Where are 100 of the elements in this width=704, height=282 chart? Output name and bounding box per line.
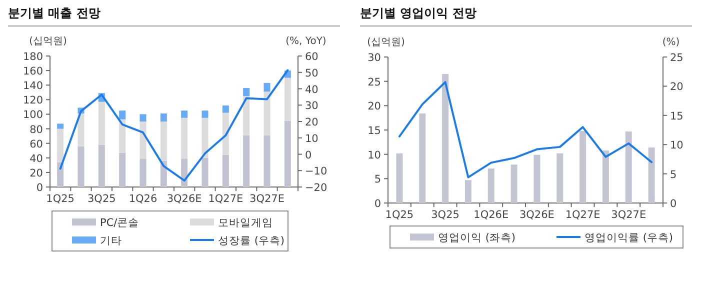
legend-label: 영업이익률 (우측) — [584, 232, 674, 244]
bar — [648, 148, 655, 203]
y-tick-label: 60 — [30, 138, 43, 150]
bar — [222, 154, 229, 187]
x-tick-label: 1Q27E — [208, 193, 244, 205]
legend-label: PC/콘솔 — [100, 217, 140, 229]
bar — [57, 128, 64, 162]
y-tick-label: 180 — [22, 51, 43, 63]
bar — [98, 102, 105, 145]
y2-tick-label: 0 — [305, 149, 312, 162]
bar — [140, 114, 146, 122]
x-tick-label: 3Q25 — [88, 193, 116, 205]
y-tick-label: 120 — [22, 94, 43, 107]
y2-tick-label: 20 — [670, 81, 684, 94]
x-tick-label: 3Q25 — [431, 209, 460, 221]
y2-tick-label: 30 — [305, 100, 318, 112]
legend-label: 영업이익 (좌측) — [438, 232, 516, 244]
bar — [556, 153, 564, 203]
bar — [442, 74, 449, 203]
y2-tick-label: 10 — [305, 132, 318, 145]
bar — [181, 158, 188, 187]
bar — [140, 158, 146, 187]
bar — [510, 164, 518, 203]
bar — [625, 131, 632, 203]
y-axis-title: (십억원) — [367, 37, 405, 48]
y-tick-label: 15 — [368, 125, 381, 137]
x-tick-label: 3Q26E — [519, 209, 554, 221]
bar — [78, 146, 84, 187]
bar — [284, 120, 291, 187]
x-tick-label: 1Q26E — [474, 209, 509, 221]
legend-label: 성장률 (우측) — [218, 235, 285, 247]
chart-title: 분기별 영업이익 전망 — [360, 6, 476, 20]
legend-label: 모바일게임 — [218, 217, 273, 229]
bar — [488, 168, 494, 203]
y-tick-label: 10 — [368, 149, 381, 162]
bar — [202, 158, 208, 187]
y-tick-label: 100 — [22, 109, 43, 122]
bar — [57, 124, 64, 129]
line-series — [59, 69, 289, 182]
bar — [119, 119, 126, 153]
y2-tick-label: 20 — [305, 116, 318, 128]
y2-tick-label: 40 — [305, 84, 318, 96]
y-tick-label: 140 — [22, 80, 43, 92]
line-series — [398, 81, 653, 178]
bar — [202, 110, 208, 118]
y-axis-title: (십억원) — [29, 36, 67, 47]
bar — [419, 113, 426, 203]
bar — [98, 144, 105, 187]
bar — [222, 105, 229, 113]
y2-tick-label: 15 — [670, 110, 684, 122]
bar — [243, 135, 250, 187]
bar — [243, 88, 250, 96]
bar — [264, 135, 270, 187]
x-tick-label: 1Q25 — [46, 193, 74, 205]
bar — [464, 180, 472, 203]
y-tick-label: 80 — [30, 124, 43, 136]
y2-tick-label: 25 — [670, 52, 684, 64]
bar — [78, 113, 84, 146]
bar — [264, 82, 270, 92]
bar — [140, 122, 146, 159]
bar — [181, 110, 188, 118]
bar — [119, 152, 126, 187]
y2-axis-title: (%, YoY) — [286, 36, 326, 47]
bar — [181, 118, 188, 159]
bar — [160, 113, 167, 122]
bar — [534, 154, 540, 203]
y-tick-label: 20 — [368, 100, 381, 113]
y2-tick-label: 5 — [670, 168, 677, 181]
y-tick-label: 20 — [30, 167, 43, 180]
y-tick-label: 25 — [368, 76, 381, 88]
y2-tick-label: 0 — [670, 198, 677, 210]
y-tick-label: 5 — [374, 174, 381, 186]
y2-tick-label: 50 — [305, 67, 318, 80]
y-tick-label: 0 — [374, 198, 381, 210]
x-tick-label: 3Q26E — [166, 193, 202, 205]
bar — [222, 112, 229, 155]
y2-axis-title: (%) — [662, 37, 680, 48]
bar — [602, 150, 609, 203]
y2-tick-label: −20 — [305, 182, 328, 194]
y2-tick-label: 10 — [670, 140, 684, 152]
bar — [119, 110, 126, 120]
chart-title: 분기별 매출 전망 — [8, 6, 100, 20]
x-tick-label: 1Q26 — [128, 193, 158, 205]
bar — [284, 78, 291, 121]
bar — [57, 162, 64, 187]
bar — [580, 130, 586, 203]
y-tick-label: 0 — [36, 182, 43, 194]
y-tick-label: 30 — [368, 52, 381, 64]
bar — [243, 96, 250, 136]
bar — [264, 92, 270, 136]
legend-label: 기타 — [100, 235, 122, 247]
y-tick-label: 160 — [22, 66, 43, 78]
y2-tick-label: −10 — [305, 166, 328, 178]
x-tick-label: 1Q25 — [385, 209, 414, 221]
x-tick-label: 3Q27E — [250, 193, 284, 205]
x-tick-label: 1Q27E — [565, 209, 600, 221]
x-tick-label: 3Q27E — [611, 209, 646, 221]
bar — [160, 122, 167, 161]
bar — [202, 118, 208, 158]
y-tick-label: 40 — [30, 152, 43, 165]
